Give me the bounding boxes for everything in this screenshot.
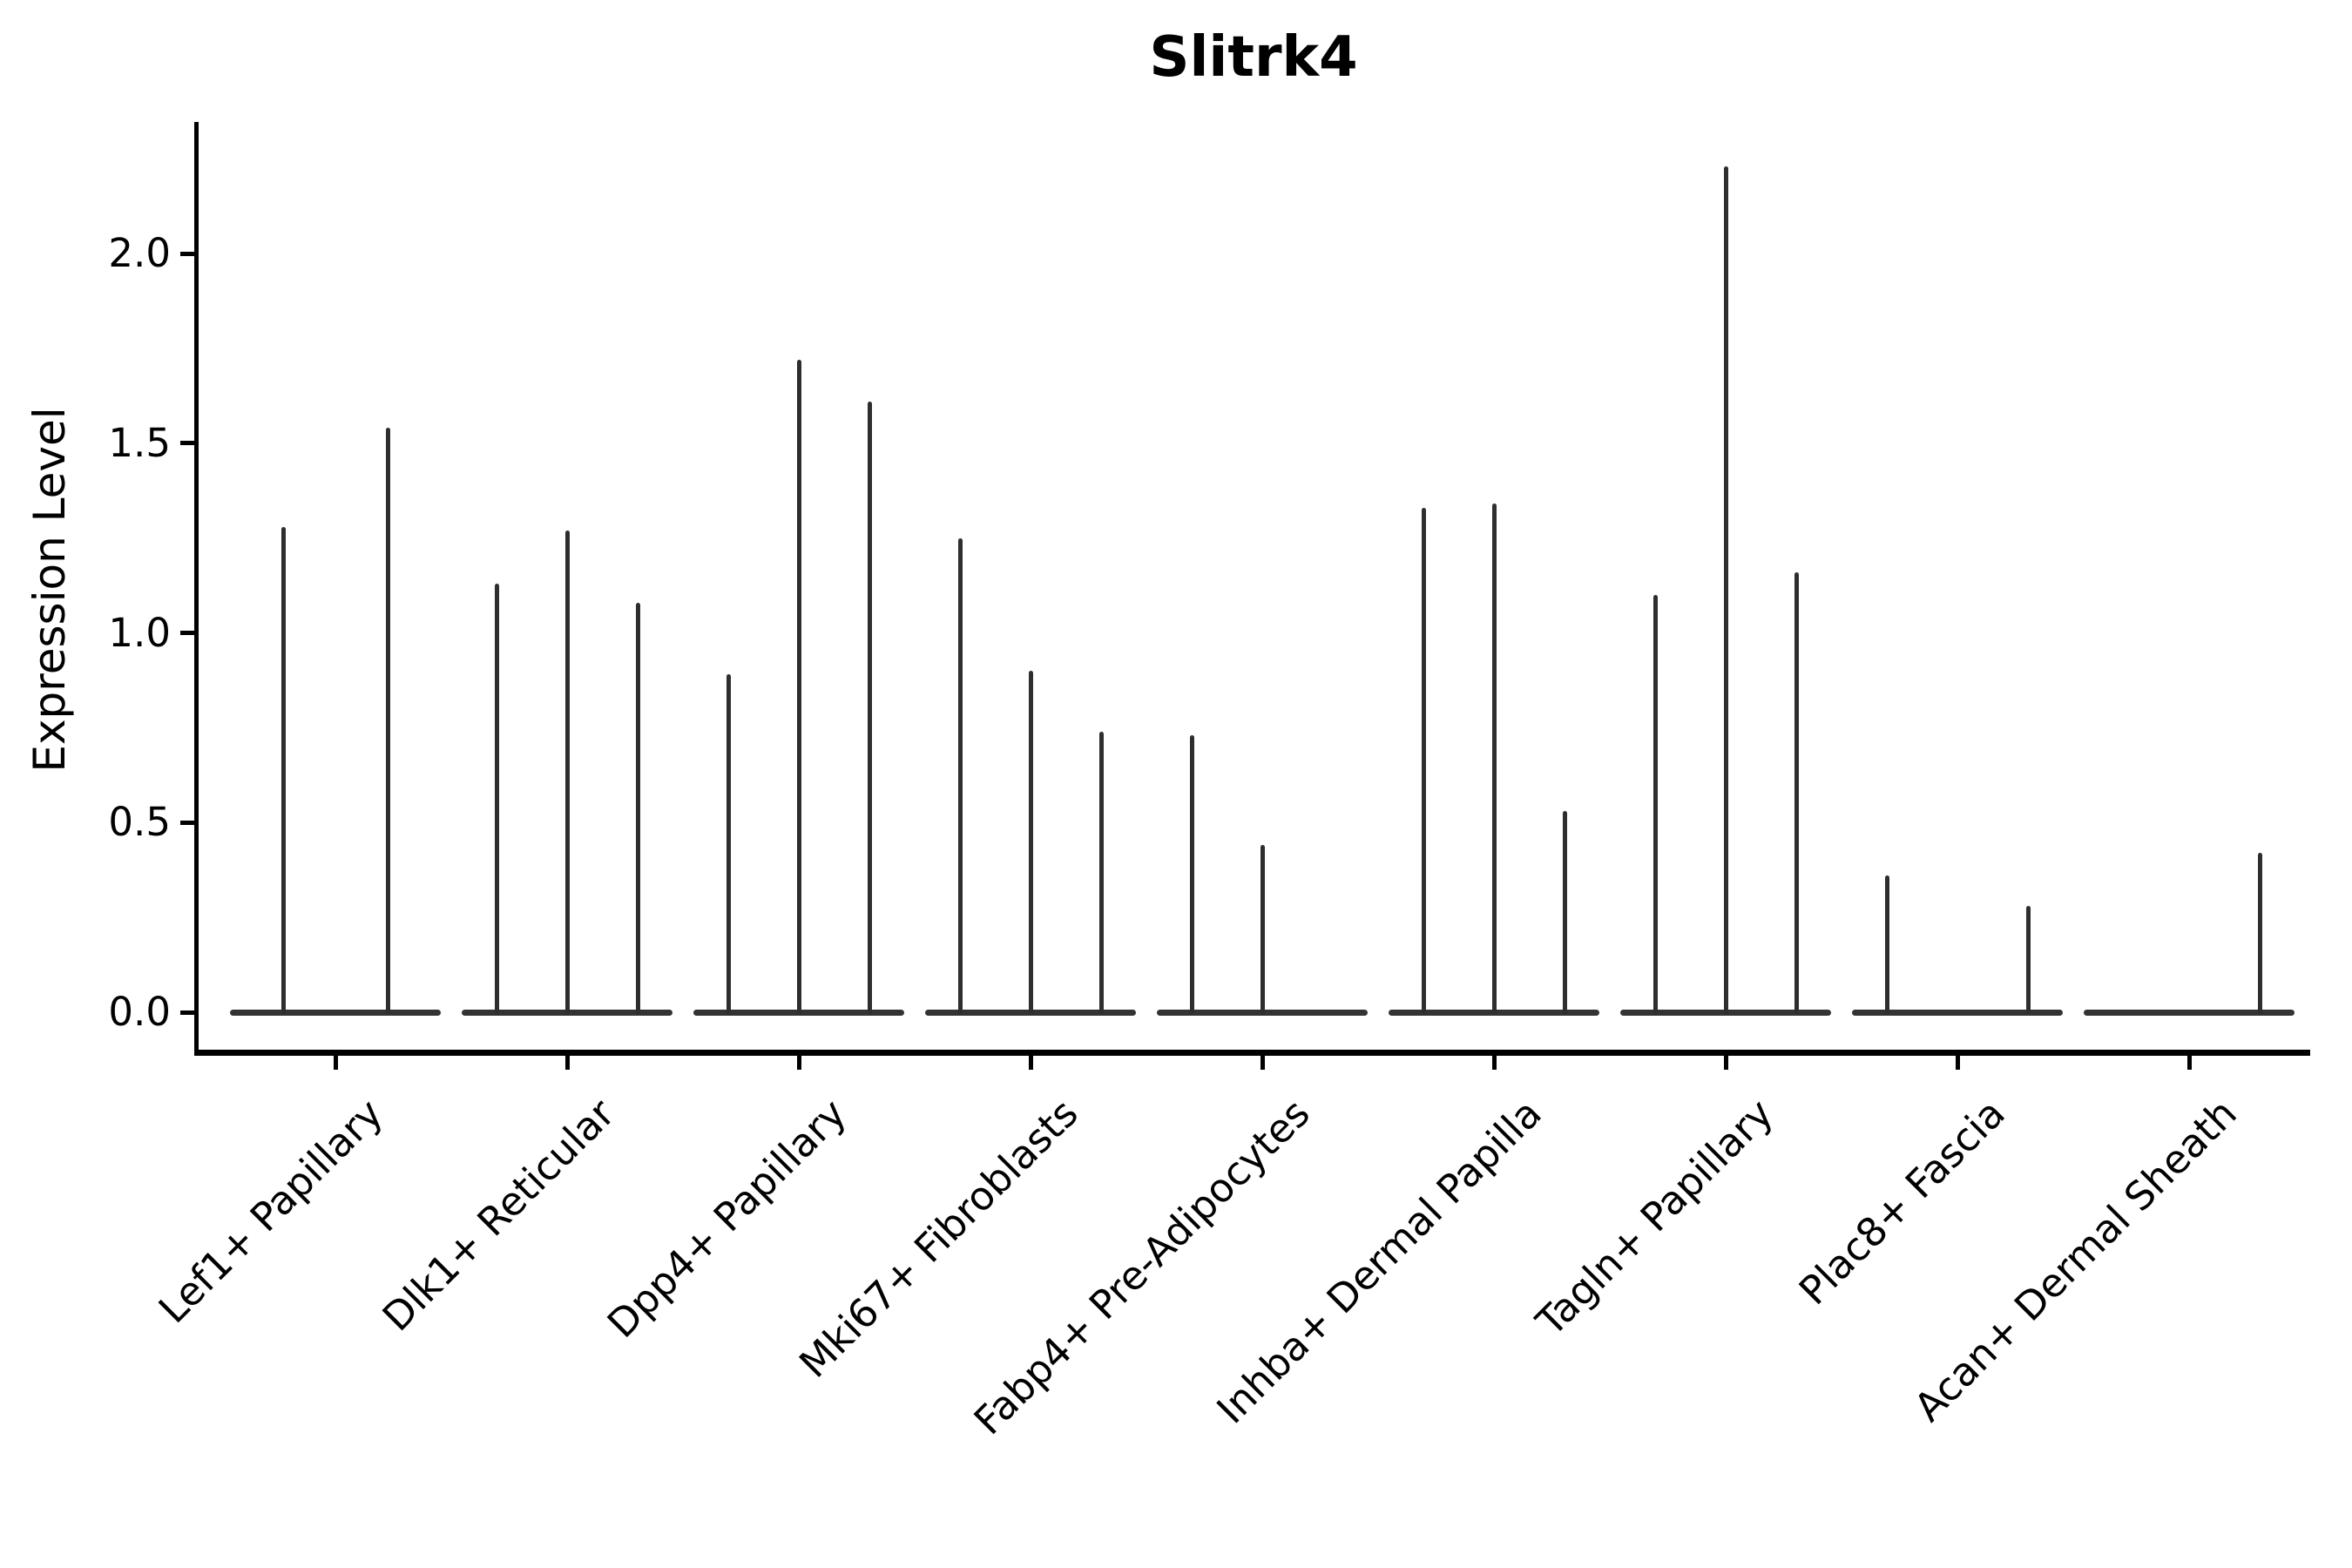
x-category-label: Tagln+ Papillary: [1527, 1090, 1782, 1345]
y-tick-mark: [180, 441, 194, 446]
x-tick-mark: [1723, 1056, 1728, 1070]
violin-spike: [957, 537, 963, 1014]
violin-spike: [1491, 504, 1497, 1014]
y-tick-label: 1.0: [108, 609, 171, 656]
x-axis-spine: [194, 1050, 2310, 1056]
violin-spike: [726, 674, 731, 1014]
x-tick-mark: [796, 1056, 801, 1070]
x-tick-mark: [564, 1056, 570, 1070]
y-tick-label: 0.5: [108, 799, 171, 846]
violin-spike: [867, 401, 872, 1014]
violin-spike: [1652, 594, 1658, 1014]
x-category-label: Mki67+ Fibroblasts: [790, 1090, 1087, 1387]
violin-spike: [1260, 845, 1265, 1014]
x-category-label: Plac8+ Fascia: [1789, 1090, 2014, 1315]
violin-spike: [1098, 731, 1104, 1014]
x-category-label: Fabp4+ Pre-Adipocytes: [964, 1090, 1319, 1444]
violin-zero-baseline: [2084, 1009, 2295, 1016]
y-tick-mark: [180, 1010, 194, 1015]
x-category-label: Acan+ Dermal Sheath: [1905, 1090, 2246, 1431]
violin-spike: [796, 359, 801, 1014]
violin-spike: [2257, 853, 2262, 1014]
y-tick-label: 0.0: [108, 989, 171, 1035]
violin-spike: [1723, 166, 1728, 1014]
y-tick-mark: [180, 631, 194, 635]
x-category-label: Dpp4+ Papillary: [598, 1090, 855, 1348]
x-tick-mark: [1491, 1056, 1497, 1070]
violin-spike: [635, 602, 640, 1014]
violin-spike: [385, 428, 390, 1014]
x-category-label: Lef1+ Papillary: [149, 1090, 392, 1333]
x-tick-mark: [1028, 1056, 1033, 1070]
y-tick-label: 2.0: [108, 230, 171, 276]
violin-spike: [494, 583, 499, 1014]
x-tick-mark: [1955, 1056, 1960, 1070]
x-tick-mark: [1260, 1056, 1265, 1070]
chart-title: Slitrk4: [1149, 25, 1358, 90]
violin-spike: [1794, 571, 1799, 1014]
y-axis-spine: [194, 122, 199, 1056]
violin-spike: [280, 526, 286, 1014]
x-tick-mark: [2186, 1056, 2192, 1070]
y-tick-mark: [180, 820, 194, 825]
violin-spike: [564, 530, 570, 1014]
x-tick-mark: [333, 1056, 338, 1070]
x-category-label: Inhba+ Dermal Papilla: [1207, 1090, 1551, 1433]
y-tick-label: 1.5: [108, 419, 171, 466]
violin-spike: [1562, 811, 1567, 1014]
violin-zero-baseline: [1852, 1009, 2063, 1016]
violin-spike: [1884, 875, 1889, 1014]
violin-zero-baseline: [230, 1009, 441, 1016]
violin-spike: [2025, 906, 2031, 1014]
y-tick-mark: [180, 251, 194, 256]
violin-spike: [1421, 507, 1426, 1014]
violin-spike: [1028, 671, 1033, 1014]
x-category-label: Dlk1+ Reticular: [373, 1090, 624, 1341]
violin-spike: [1189, 735, 1194, 1014]
